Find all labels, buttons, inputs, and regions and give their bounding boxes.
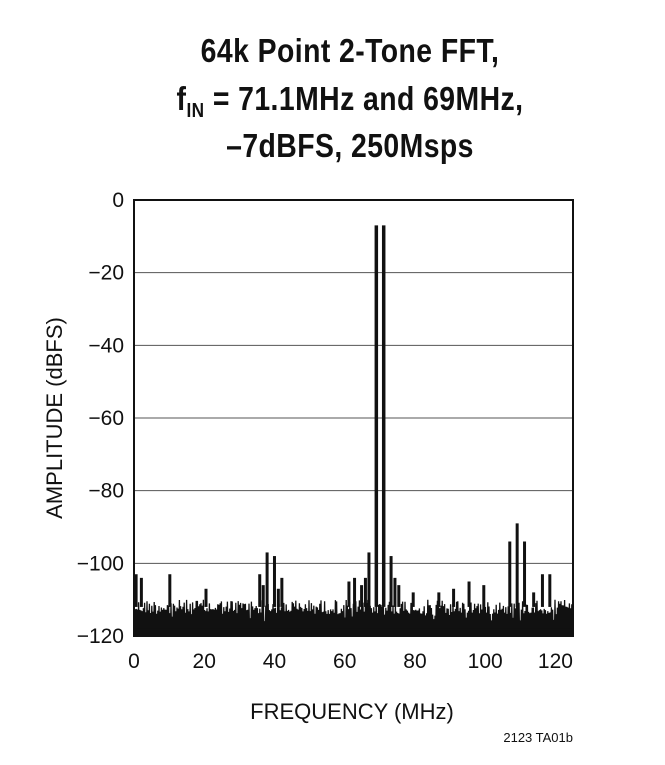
title-frequencies: = 71.1MHz and 69MHz, xyxy=(204,80,524,117)
x-tick-label: 60 xyxy=(333,650,356,673)
x-axis-label: FREQUENCY (MHz) xyxy=(250,699,454,724)
y-tick-label: −40 xyxy=(88,334,124,357)
chart-title-line-2: fIN = 71.1MHz and 69MHz, xyxy=(135,80,565,121)
x-tick-label: 40 xyxy=(263,650,286,673)
y-tick-label: −80 xyxy=(88,480,124,503)
y-tick-label: −60 xyxy=(88,407,124,430)
noise-floor-trace xyxy=(134,599,574,637)
x-tick-label: 80 xyxy=(403,650,426,673)
figure-code: 2123 TA01b xyxy=(503,730,573,745)
noise-floor xyxy=(134,599,574,637)
spur-layer xyxy=(134,225,552,607)
y-tick-label: −100 xyxy=(77,552,124,575)
y-tick-labels: 0 −20 −40 −60 −80 −100 −120 xyxy=(77,189,124,648)
grid-layer xyxy=(134,272,573,564)
title-subscript-in: IN xyxy=(186,100,205,122)
y-tick-label: −20 xyxy=(88,262,124,285)
title-f: f xyxy=(176,80,187,117)
x-tick-label: 120 xyxy=(538,650,573,673)
plot-frame xyxy=(133,199,574,637)
y-axis-label: AMPLITUDE (dBFS) xyxy=(42,317,67,519)
y-tick-label: 0 xyxy=(112,189,124,212)
x-tick-label: 20 xyxy=(193,650,216,673)
noise-floor-fill xyxy=(135,628,572,636)
chart-title-line-3: –7dBFS, 250Msps xyxy=(226,127,474,164)
x-tick-labels: 0 20 40 60 80 100 120 xyxy=(128,650,573,673)
y-tick-label: −120 xyxy=(77,625,124,648)
x-tick-label: 0 xyxy=(128,650,140,673)
chart-title-line-1: 64k Point 2-Tone FFT, xyxy=(200,32,500,69)
x-tick-label: 100 xyxy=(468,650,503,673)
